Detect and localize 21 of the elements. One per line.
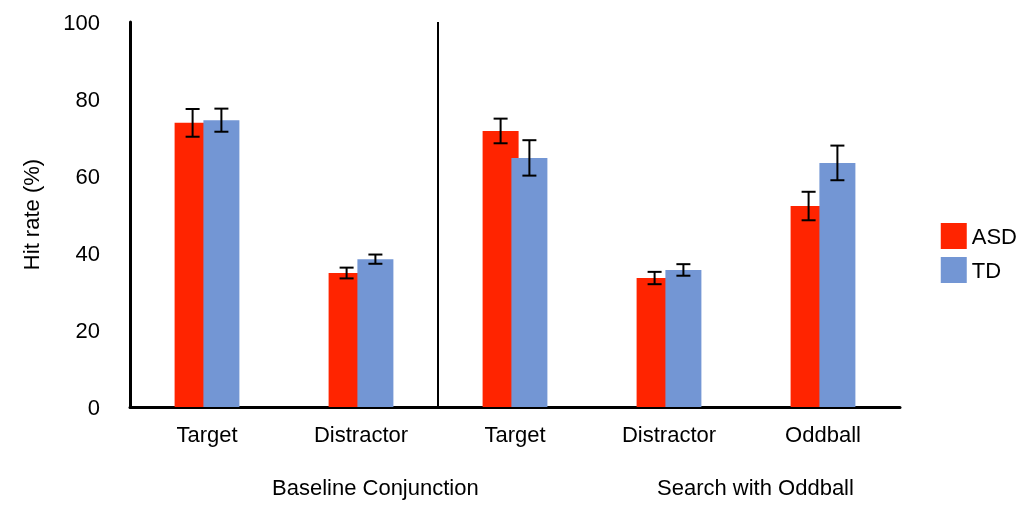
y-tick-label: 60 [75, 163, 100, 189]
y-tick-label: 40 [75, 240, 100, 266]
x-tick-label: Target [484, 421, 546, 447]
bar [665, 269, 702, 407]
text: Search with Oddball [657, 474, 854, 500]
bar [203, 120, 240, 407]
y-tick-label: 20 [75, 317, 100, 343]
bar [819, 162, 856, 407]
legend-label: TD [971, 257, 1002, 283]
text: Baseline Conjunction [271, 474, 479, 500]
x-tick-label: Oddball [785, 421, 861, 447]
x-tick-label: Target [176, 421, 238, 447]
y-tick-label: 80 [75, 86, 100, 112]
legend-label: ASD [971, 223, 1018, 249]
y-tick-label: 0 [87, 394, 100, 420]
bar [357, 259, 394, 407]
y-tick-label: 100 [63, 9, 100, 35]
bar [511, 157, 548, 407]
y-axis-title: Hit rate (%) [18, 158, 44, 271]
x-tick-label: Distractor [621, 421, 717, 447]
x-tick-label: Distractor [313, 421, 409, 447]
